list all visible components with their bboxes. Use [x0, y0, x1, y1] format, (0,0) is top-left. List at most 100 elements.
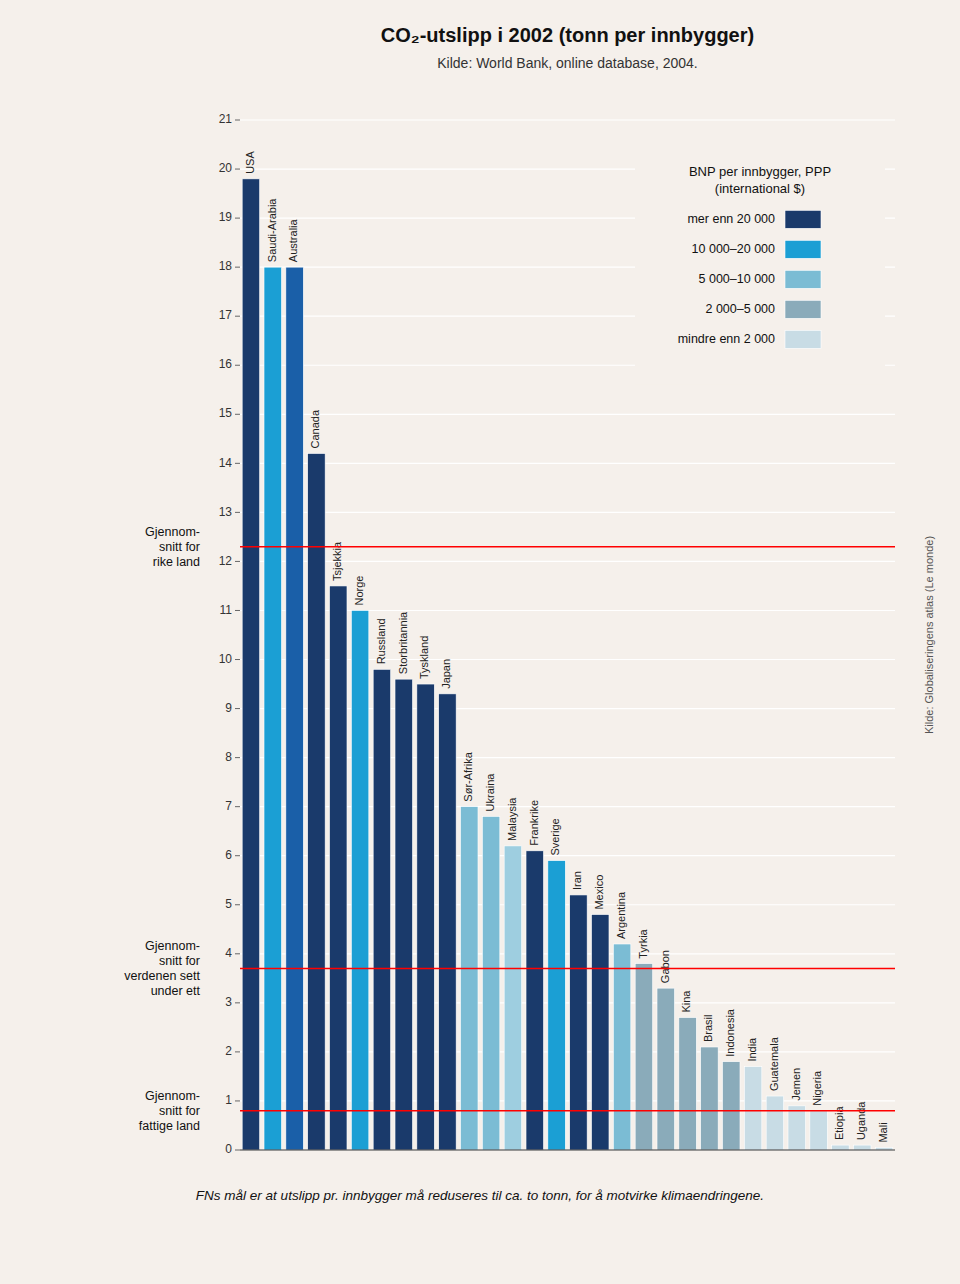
- category-labels: USASaudi-ArabiaAustraliaCanadaTsjekkiaNo…: [244, 151, 889, 1143]
- x-axis-line: [240, 1150, 895, 1151]
- reference-lines: Gjennom-snitt forrike landGjennom-snitt …: [124, 525, 895, 1133]
- tick-mark: [235, 1150, 240, 1151]
- bar: [766, 1096, 783, 1150]
- tick-label: 18: [219, 259, 233, 273]
- grid-line: [240, 119, 895, 120]
- tick-mark: [235, 806, 240, 807]
- tick-mark: [235, 120, 240, 121]
- tick-mark: [235, 267, 240, 268]
- category-label: Indonesia: [724, 1008, 736, 1057]
- source: Kilde: Globaliseringens atlas (Le monde): [923, 536, 935, 734]
- tick-mark: [235, 169, 240, 170]
- bar: [461, 807, 478, 1150]
- bar: [548, 861, 565, 1150]
- tick-label: 1: [225, 1093, 232, 1107]
- category-label: Gabon: [659, 950, 671, 983]
- tick-label: 5: [225, 897, 232, 911]
- tick-label: 19: [219, 210, 233, 224]
- tick-mark: [235, 1051, 240, 1052]
- tick-label: 0: [225, 1142, 232, 1156]
- category-label: Tyskland: [418, 636, 430, 679]
- tick-mark: [235, 757, 240, 758]
- bar: [504, 846, 521, 1150]
- category-label: Kina: [680, 990, 692, 1013]
- bar: [417, 684, 434, 1150]
- tick-label: 20: [219, 161, 233, 175]
- tick-mark: [235, 218, 240, 219]
- tick-label: 8: [225, 750, 232, 764]
- tick-mark: [235, 365, 240, 366]
- tick-mark: [235, 316, 240, 317]
- reference-line: [240, 546, 895, 548]
- tick-mark: [235, 904, 240, 905]
- bar: [308, 454, 325, 1150]
- legend-box: [635, 154, 885, 384]
- bar: [264, 267, 281, 1150]
- bar: [613, 944, 630, 1150]
- bar: [351, 610, 368, 1150]
- category-label: Australia: [287, 218, 299, 262]
- tick-mark: [235, 610, 240, 611]
- tick-label: 17: [219, 308, 233, 322]
- legend-swatch: [785, 240, 821, 258]
- category-label: Uganda: [855, 1101, 867, 1140]
- legend-label: 5 000–10 000: [699, 272, 776, 286]
- reference-line: [240, 1110, 895, 1112]
- subtitle: Kilde: World Bank, online database, 2004…: [437, 55, 697, 71]
- bar: [701, 1047, 718, 1150]
- tick-label: 21: [219, 112, 233, 126]
- title: CO₂-utslipp i 2002 (tonn per innbygger): [381, 24, 754, 46]
- chart: CO₂-utslipp i 2002 (tonn per innbygger) K…: [0, 0, 960, 1284]
- category-label: Ukraina: [484, 773, 496, 812]
- bar: [744, 1067, 761, 1150]
- bar: [395, 679, 412, 1150]
- category-label: Tyrkia: [637, 928, 649, 958]
- tick-label: 12: [219, 554, 233, 568]
- category-label: Russland: [375, 618, 387, 664]
- bar: [286, 267, 303, 1150]
- category-label: Sverige: [549, 818, 561, 855]
- tick-mark: [235, 463, 240, 464]
- legend-label: 10 000–20 000: [692, 242, 775, 256]
- category-label: Jemen: [790, 1068, 802, 1101]
- category-label: Storbritannia: [397, 611, 409, 674]
- category-label: USA: [244, 151, 256, 174]
- bar: [832, 1145, 849, 1150]
- bar: [679, 1018, 696, 1150]
- category-label: Malaysia: [506, 797, 518, 841]
- bar: [854, 1145, 871, 1150]
- tick-label: 14: [219, 456, 233, 470]
- grid-line: [240, 512, 895, 513]
- category-label: Mali: [877, 1122, 889, 1142]
- tick-label: 3: [225, 995, 232, 1009]
- grid-line: [240, 1149, 895, 1150]
- category-label: Brasil: [702, 1014, 714, 1042]
- tick-label: 16: [219, 357, 233, 371]
- legend: BNP per innbygger, PPP(international $)m…: [635, 154, 885, 384]
- category-label: Mexico: [593, 875, 605, 910]
- legend-label: 2 000–5 000: [705, 302, 775, 316]
- category-label: Guatemala: [768, 1036, 780, 1091]
- tick-mark: [235, 659, 240, 660]
- category-label: Nigeria: [811, 1070, 823, 1106]
- tick-label: 10: [219, 652, 233, 666]
- reference-line: [240, 968, 895, 970]
- grid: [240, 120, 895, 1150]
- tick-label: 13: [219, 505, 233, 519]
- bar: [373, 669, 390, 1150]
- tick-label: 2: [225, 1044, 232, 1058]
- bar: [526, 851, 543, 1150]
- category-label: Japan: [440, 659, 452, 689]
- category-label: India: [746, 1037, 758, 1062]
- tick-label: 15: [219, 406, 233, 420]
- bar: [635, 964, 652, 1150]
- legend-swatch: [785, 330, 821, 348]
- tick-mark: [235, 953, 240, 954]
- bar: [242, 179, 259, 1150]
- bar: [657, 988, 674, 1150]
- tick-label: 4: [225, 946, 232, 960]
- tick-mark: [235, 512, 240, 513]
- bar: [788, 1106, 805, 1150]
- grid-line: [240, 414, 895, 415]
- bar: [592, 915, 609, 1150]
